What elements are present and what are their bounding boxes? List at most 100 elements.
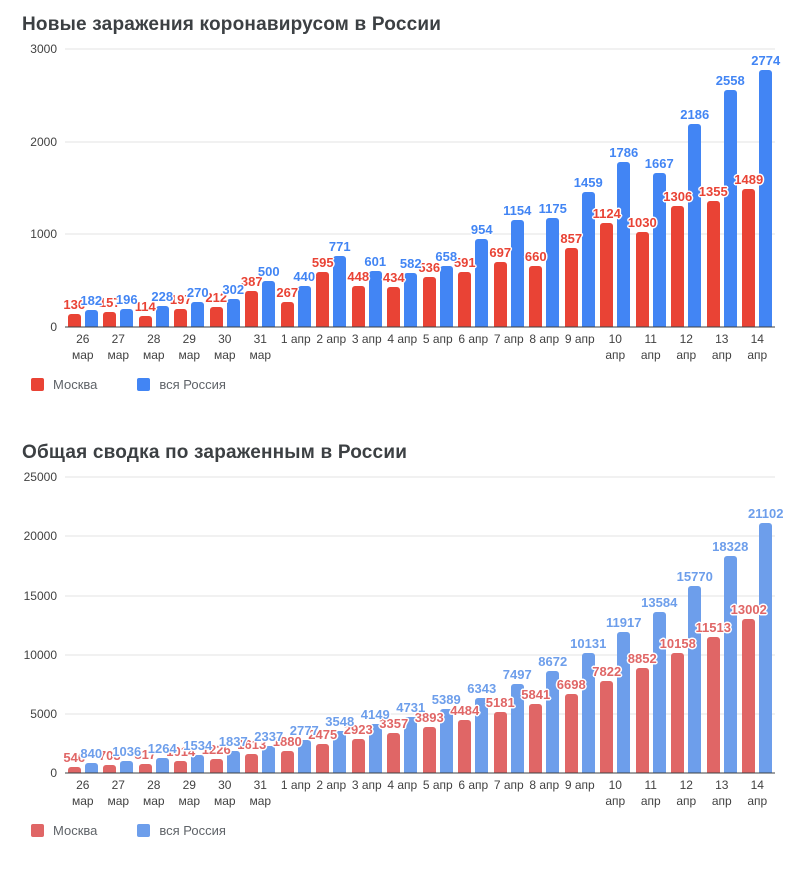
x-tick-label: 9 апр: [564, 332, 595, 346]
x-tick-label: 1 апр: [280, 778, 311, 793]
bar-value-label: 954: [470, 221, 493, 237]
bar-value-label: 2923: [343, 721, 373, 737]
x-tick-label: 14 апр: [747, 332, 768, 362]
bar-moscow: [564, 247, 578, 327]
bar-moscow: [103, 312, 117, 327]
bar-group: 857 1459: [560, 49, 603, 327]
bar-russia: [652, 612, 666, 774]
x-tick-label: 5 апр: [422, 332, 453, 346]
bar-moscow: [742, 189, 756, 327]
bar-value-label: 10158: [659, 635, 696, 651]
y-tick-label: 10000: [23, 647, 57, 662]
bar-value-label: 2777: [289, 723, 319, 739]
bar-russia: [688, 586, 702, 774]
bar-group: 8852 13584: [628, 477, 677, 774]
x-tick-label: 13 апр: [711, 332, 732, 362]
bar-group: 3357 4731: [379, 477, 425, 774]
bar-value-label: 1613: [237, 737, 267, 753]
chart-daily-new-cases: Новые заражения коронавирусом в России 0…: [0, 14, 794, 392]
x-tick-label: 26 мар: [71, 778, 94, 808]
bar-group: 660 1175: [524, 49, 567, 327]
bar-russia: [723, 556, 737, 774]
bar-value-label: 582: [399, 256, 422, 272]
bar-value-label: 434: [382, 269, 405, 285]
bar-moscow: [706, 636, 720, 774]
bar-value-label: 658: [435, 249, 458, 265]
bar-value-label: 3357: [379, 716, 409, 732]
page: Новые заражения коронавирусом в России 0…: [0, 14, 794, 838]
bar-group: 546 840: [63, 477, 102, 774]
bar-moscow: [387, 286, 401, 327]
bar-group: 1030 1667: [628, 49, 674, 327]
bar-value-label: 157: [98, 295, 121, 311]
bar-value-label: 1880: [272, 733, 302, 749]
y-tick-label: 5000: [30, 706, 57, 721]
x-tick-label: 1 апр: [280, 332, 311, 346]
y-tick-label: 25000: [23, 470, 57, 485]
bar-moscow: [103, 764, 117, 774]
x-tick-label: 4 апр: [387, 778, 418, 793]
x-tick-label: 5 апр: [422, 778, 453, 793]
bar-russia: [226, 751, 240, 774]
bar-group: 114 228: [135, 49, 173, 327]
bar-value-label: 8852: [627, 651, 657, 667]
bar-moscow: [671, 205, 685, 327]
bar-value-label: 197: [169, 291, 192, 307]
bar-group: 6698 10131: [557, 477, 606, 774]
gridline: [65, 476, 775, 478]
bar-value-label: 302: [222, 282, 245, 298]
bar-moscow: [493, 711, 507, 774]
bar-russia: [546, 670, 560, 774]
x-tick-label: 30 мар: [213, 778, 236, 808]
bar-group: 10158 15770: [660, 477, 713, 774]
bar-group: 3893 5389: [415, 477, 461, 774]
x-tick-label: 28 мар: [142, 778, 165, 808]
bar-group: 697 1154: [489, 49, 531, 327]
bar-group: 197 270: [169, 49, 209, 327]
bar-russia: [120, 308, 134, 327]
bar-value-label: 1036: [112, 743, 142, 759]
legend-swatch: [137, 378, 151, 392]
bar-russia: [155, 758, 169, 774]
gridline: [65, 654, 775, 656]
bar-value-label: 500: [257, 263, 280, 279]
bar-group: 595 771: [312, 49, 351, 327]
x-tick-label: 31 мар: [249, 778, 272, 808]
legend-item-russia: вся Россия: [137, 823, 226, 838]
bar-value-label: 1489: [734, 172, 764, 188]
chart-total-cases: Общая сводка по зараженным в России 0 500…: [0, 442, 794, 838]
bar-value-label: 1786: [609, 144, 639, 160]
y-tick-label: 3000: [30, 42, 57, 56]
bar-group: 1613 2337: [237, 477, 283, 774]
bar-russia: [84, 763, 98, 774]
bar-value-label: 4484: [450, 703, 480, 719]
bar-value-label: 1355: [698, 184, 728, 200]
bar-value-label: 8672: [538, 653, 568, 669]
bar-russia: [262, 280, 276, 327]
bar-value-label: 1667: [644, 155, 674, 171]
bar-moscow: [67, 766, 81, 774]
bar-value-label: 591: [453, 255, 476, 271]
bar-value-label: 660: [524, 248, 547, 264]
bar-value-label: 13002: [730, 602, 767, 618]
bar-moscow: [245, 291, 259, 327]
chart-title-daily: Новые заражения коронавирусом в России: [22, 14, 442, 35]
bar-group: 387 500: [241, 49, 280, 327]
x-tick-label: 14 апр: [747, 778, 768, 808]
bar-moscow: [351, 285, 365, 327]
bar-moscow: [493, 262, 507, 327]
bar-value-label: 6698: [556, 676, 586, 692]
bar-russia: [439, 266, 453, 327]
bar-value-label: 857: [560, 230, 583, 246]
bar-russia: [84, 310, 98, 327]
bar-russia: [723, 89, 737, 327]
bar-group: 11513 18328: [696, 477, 748, 774]
bar-moscow: [67, 314, 81, 327]
bar-value-label: 1459: [573, 174, 603, 190]
legend: Москва вся Россия: [31, 377, 794, 392]
bar-russia: [475, 698, 489, 774]
plot-area: 0 1000 2000 3000 136 182 157 196 114 228 197 270 212…: [30, 43, 780, 333]
bar-russia: [581, 191, 595, 327]
gridline: [65, 535, 775, 537]
bar-value-label: 11917: [606, 615, 642, 631]
